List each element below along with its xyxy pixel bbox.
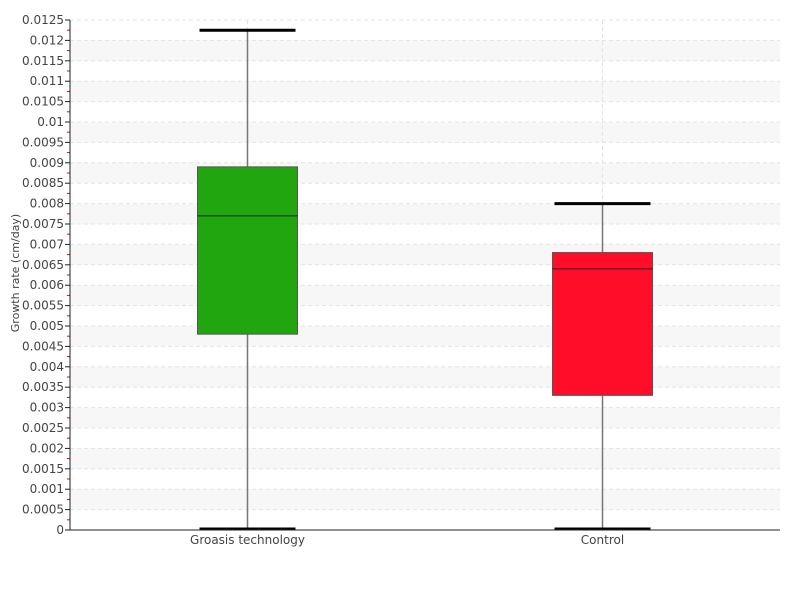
y-tick-label: 0.008 [30,197,64,211]
grid-band [70,407,780,428]
grid-band [70,285,780,306]
y-tick-label: 0.002 [30,441,64,455]
y-tick-label: 0.0015 [22,462,64,476]
y-tick-label: 0.009 [30,156,64,170]
y-tick-label: 0.007 [30,237,64,251]
y-tick-label: 0.0105 [22,95,64,109]
y-tick-label: 0.012 [30,33,64,47]
grid-band [70,244,780,265]
y-tick-label: 0.0075 [22,217,64,231]
y-tick-label: 0.0095 [22,135,64,149]
y-tick-label: 0.0025 [22,421,64,435]
grid-band [70,448,780,469]
grid-band [70,122,780,143]
y-tick-label: 0.003 [30,401,64,415]
y-tick-label: 0.011 [30,74,64,88]
x-tick-label: Control [581,533,624,547]
y-tick-label: 0.0125 [22,13,64,27]
y-tick-label: 0.01 [37,115,64,129]
grid-band [70,489,780,510]
y-tick-label: 0.004 [30,360,64,374]
y-tick-label: 0 [56,523,64,537]
grid-band [70,162,780,184]
y-tick-label: 0.005 [30,319,64,333]
y-tick-label: 0.0115 [22,54,64,68]
grid-bands [70,40,780,510]
y-axis: 0 0.0005 0.001 0.0015 0.002 0.0025 0.003 0.0035… [22,13,71,537]
grid-band [70,81,780,102]
y-tick-label: 0.0085 [22,176,64,190]
x-tick-label: Groasis technology [190,533,305,547]
y-tick-label: 0.0055 [22,299,64,313]
grid-band [70,326,780,347]
boxes [197,28,653,531]
grid-band [70,203,780,224]
y-tick-label: 0.0035 [22,380,64,394]
x-axis: Groasis technology Control [70,529,780,547]
box-1 [552,252,653,396]
grid-band [70,40,780,61]
grid-band [70,366,780,388]
y-tick-label: 0.0045 [22,339,64,353]
y-tick-label: 0.0065 [22,258,64,272]
y-axis-label: Growth rate (cm/day) [9,214,22,332]
grid-lines [70,19,780,530]
y-tick-label: 0.001 [30,482,64,496]
y-tick-label: 0.006 [30,278,64,292]
y-tick-label: 0.0005 [22,503,64,517]
box-0 [197,166,298,335]
